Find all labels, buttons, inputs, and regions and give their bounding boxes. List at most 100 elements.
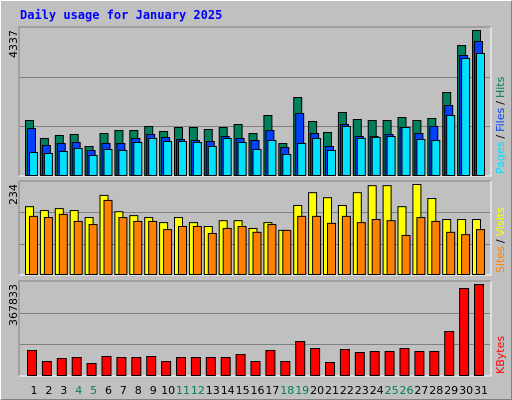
bar: [41, 361, 52, 377]
bar: [267, 140, 277, 176]
bar: [371, 219, 381, 275]
bar: [265, 350, 276, 376]
bar: [416, 139, 426, 177]
legend-separator: /: [494, 239, 507, 243]
bar: [386, 136, 396, 177]
bar: [43, 153, 53, 177]
bar: [178, 140, 187, 176]
bar: [235, 354, 246, 377]
panel-bevel: [18, 26, 491, 176]
x-tick-label: 12: [191, 384, 205, 397]
bar: [446, 115, 456, 176]
x-tick-label: 15: [236, 384, 250, 397]
bar: [73, 220, 83, 275]
bar: [429, 351, 440, 377]
bar: [58, 213, 68, 275]
bar: [237, 141, 247, 177]
bar: [176, 357, 186, 376]
x-tick-label: 27: [414, 384, 428, 397]
bar: [146, 356, 157, 376]
x-tick-label: 5: [90, 384, 97, 397]
x-tick-label: 21: [325, 384, 339, 397]
bar: [267, 224, 277, 275]
bar: [131, 357, 142, 376]
bar: [192, 141, 202, 177]
bar: [148, 137, 158, 176]
bar: [86, 363, 97, 376]
x-tick-label: 16: [251, 384, 265, 397]
bar: [325, 362, 335, 377]
bar: [163, 140, 173, 176]
bar: [73, 147, 83, 176]
panel-bevel: [19, 181, 492, 276]
bar: [220, 357, 231, 376]
bar: [431, 220, 441, 275]
bar: [116, 357, 127, 376]
bar: [207, 233, 217, 275]
x-tick-label: 13: [206, 384, 220, 397]
bar: [133, 141, 143, 177]
y-tick-label: 367833: [7, 284, 20, 326]
panel: [19, 281, 491, 376]
bar: [416, 217, 426, 275]
bar: [399, 348, 410, 376]
bar: [237, 226, 247, 275]
bar: [297, 215, 307, 275]
bar: [161, 361, 172, 377]
bar: [148, 220, 158, 275]
bar: [103, 149, 113, 177]
bar: [327, 222, 336, 275]
y-tick-label: 234: [7, 184, 20, 205]
bar: [56, 358, 67, 376]
bar: [474, 284, 484, 376]
x-tick-label: 30: [459, 384, 473, 397]
bar: [178, 226, 187, 275]
bar: [192, 226, 202, 275]
bar: [280, 361, 291, 377]
x-tick-label: 25: [385, 384, 399, 397]
x-tick-label: 8: [135, 384, 142, 397]
bar: [312, 137, 322, 176]
bar: [252, 149, 262, 177]
x-tick-label: 31: [474, 384, 488, 397]
bar: [71, 357, 82, 376]
bar: [354, 352, 365, 377]
legend: Pages / Files / Hits: [494, 76, 507, 174]
bar: [310, 348, 321, 376]
bar: [88, 224, 98, 275]
bar: [190, 357, 201, 376]
x-tick-label: 9: [150, 384, 157, 397]
bar: [118, 150, 128, 177]
bar: [205, 357, 216, 376]
bar: [476, 229, 485, 276]
bar: [414, 351, 425, 377]
legend-entry: Pages: [494, 141, 507, 174]
bar: [369, 351, 380, 377]
legend: Sites / Visits: [494, 207, 507, 273]
chart-title: Daily usage for January 2025: [20, 8, 222, 22]
legend-entry: Visits: [494, 207, 507, 236]
bar: [476, 53, 485, 176]
bar: [371, 137, 381, 176]
bar: [446, 231, 456, 275]
panel-bevel: [18, 180, 491, 275]
bar: [384, 351, 395, 377]
bar: [133, 220, 143, 275]
x-tick-label: 2: [45, 384, 52, 397]
bar: [58, 150, 68, 176]
bar: [461, 58, 471, 176]
bar: [207, 146, 217, 177]
bar: [118, 217, 128, 275]
bar: [252, 231, 262, 275]
bar: [29, 215, 38, 275]
bar: [312, 215, 322, 275]
bar: [27, 350, 37, 376]
x-tick-label: 10: [161, 384, 175, 397]
bar: [43, 217, 53, 275]
x-tick-label: 7: [120, 384, 127, 397]
bar: [163, 229, 173, 276]
legend-entry: KBytes: [494, 336, 507, 374]
legend-entry: Files: [494, 107, 507, 131]
